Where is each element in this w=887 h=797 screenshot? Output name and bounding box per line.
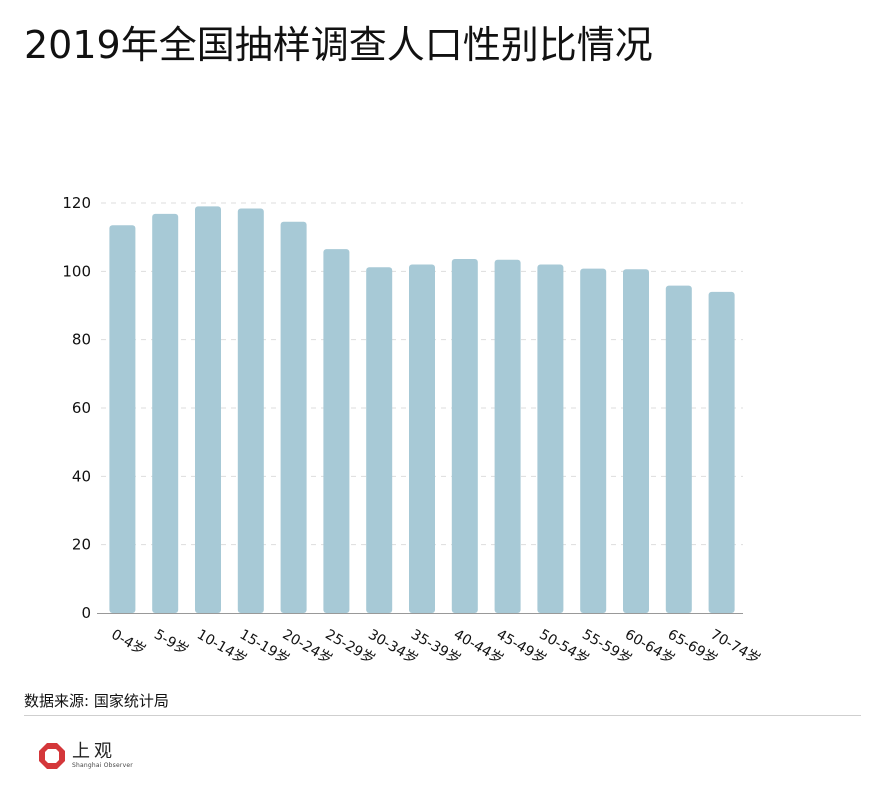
- brand-logo: 上观 Shanghai Observer: [38, 742, 133, 770]
- shanghai-observer-logo-icon: [39, 743, 65, 769]
- bar-30-34岁: [366, 267, 393, 613]
- x-tick-label: 70-74岁: [708, 627, 763, 668]
- brand-name-en: Shanghai Observer: [72, 762, 133, 769]
- bar-chart: 0 20 40 60 80 100 120 0-4岁 5-9岁 10-14岁15-19岁20-2…: [62, 194, 763, 668]
- x-axis-ticks: 0-4岁 5-9岁 10-14岁15-19岁20-24岁25-29岁30-34岁35…: [108, 627, 763, 668]
- bar-25-29岁: [323, 249, 350, 613]
- bars: [109, 206, 735, 614]
- y-tick-label: 60: [72, 399, 91, 417]
- y-tick-label: 20: [72, 536, 91, 554]
- bar-20-24岁: [280, 221, 307, 613]
- x-tick-label: 0-4岁: [108, 627, 148, 659]
- bar-40-44岁: [451, 259, 478, 613]
- y-tick-label: 0: [81, 604, 91, 622]
- footer-divider: [24, 715, 861, 716]
- y-tick-label: 40: [72, 467, 91, 485]
- bar-15-19岁: [237, 208, 264, 613]
- data-source: 数据来源: 国家统计局: [24, 692, 169, 710]
- bar-70-74岁: [708, 291, 735, 613]
- y-tick-label: 120: [62, 194, 91, 212]
- bar-60-64岁: [623, 269, 649, 613]
- bar-10-14岁: [195, 206, 221, 613]
- bar-0-4岁: [109, 225, 136, 614]
- bar-65-69岁: [665, 285, 692, 613]
- y-axis-ticks: 0 20 40 60 80 100 120: [62, 194, 91, 622]
- x-tick-label: 5-9岁: [151, 627, 191, 659]
- bar-5-9岁: [152, 213, 179, 613]
- bar-50-54岁: [537, 264, 564, 613]
- chart-title: 2019年全国抽样调查人口性别比情况: [24, 23, 653, 67]
- y-tick-label: 100: [62, 262, 91, 280]
- y-tick-label: 80: [72, 331, 91, 349]
- bar-35-39岁: [409, 264, 435, 613]
- bar-45-49岁: [494, 259, 521, 613]
- bar-55-59岁: [580, 268, 607, 613]
- brand-name: 上观: [72, 741, 116, 762]
